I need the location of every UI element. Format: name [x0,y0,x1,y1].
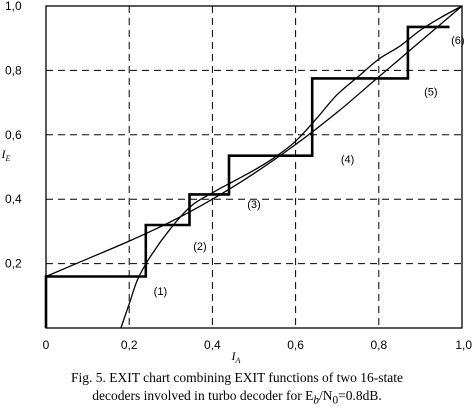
trajectory-step-label: (1) [154,286,167,298]
trajectory-step-label: (2) [193,241,206,253]
tick-labels: 0 0,2 0,4 0,6 0,8 1,0 0,2 0,4 0,6 0,8 1,0 [5,0,472,352]
axis-labels: IA IE [1,147,241,365]
y-tick-label: 0,6 [5,128,22,142]
trajectory-step-label: (3) [247,199,260,211]
y-axis-label: IE [1,147,11,163]
annotations: (1) (2) (3) (4) (5) (6) [154,35,465,298]
x-tick-label: 0,6 [287,338,304,352]
y-tick-label: 0,2 [5,257,22,271]
y-tick-label: 0,4 [5,192,22,206]
decoding-trajectory [44,25,450,328]
trajectory-step-label: (4) [341,154,354,166]
trajectory-step-label: (6) [451,35,464,47]
y-tick-label: 1,0 [5,0,22,13]
exit-curve-upper [45,5,463,278]
caption-line-2: decoders involved in turbo decoder for E… [92,388,382,407]
plot-frame [45,5,463,329]
x-tick-label: 1,0 [455,338,472,352]
y-tick-label: 0,8 [5,63,22,77]
x-tick-label: 0,8 [370,338,387,352]
series-layer [44,5,463,329]
exit-curve-lower [120,5,463,329]
trajectory-step-label: (5) [424,86,437,98]
x-tick-label: 0,2 [121,338,138,352]
caption-line-1: Fig. 5. EXIT chart combining EXIT functi… [70,370,404,385]
grid [46,6,462,328]
x-axis-label: IA [231,349,241,365]
x-tick-label: 0 [43,338,50,352]
x-tick-label: 0,4 [204,338,221,352]
